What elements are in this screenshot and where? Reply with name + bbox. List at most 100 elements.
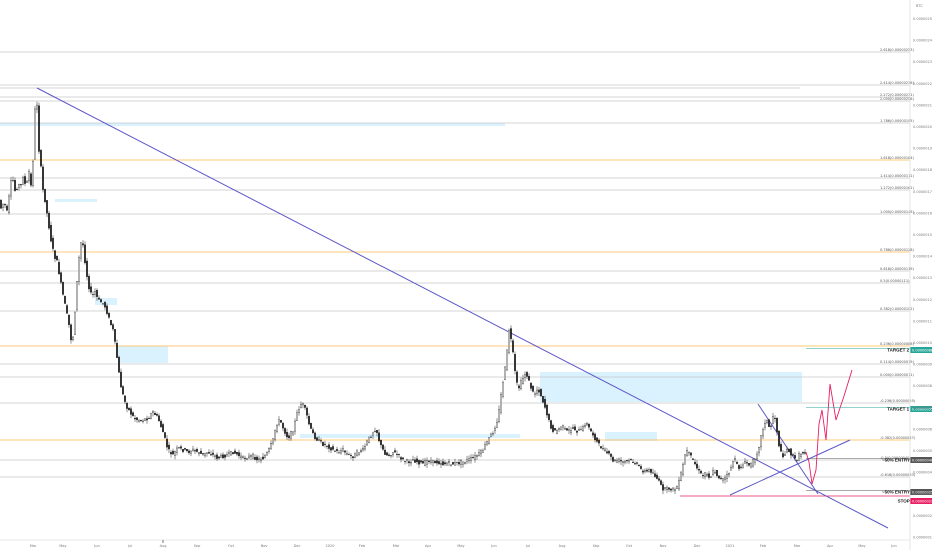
- annotation-label: ~50% ENTRY: [882, 458, 910, 463]
- candle-body: [532, 385, 534, 392]
- candle-body: [158, 415, 160, 422]
- candle-body: [474, 455, 476, 460]
- candle-body: [798, 453, 800, 461]
- candle-body: [698, 469, 700, 471]
- candle-body: [64, 295, 66, 304]
- candle-body: [682, 463, 684, 475]
- candle-body: [238, 452, 240, 457]
- candle-body: [48, 212, 50, 229]
- candle-body: [264, 455, 266, 459]
- candle-body: [536, 389, 538, 395]
- candle-body: [170, 452, 172, 455]
- candle-body: [96, 290, 98, 297]
- candle-body: [228, 452, 230, 454]
- candle-body: [738, 465, 740, 469]
- candle-body: [624, 461, 626, 463]
- time-axis-tick: Oct: [228, 544, 235, 548]
- candle-body: [120, 371, 122, 388]
- candle-body: [768, 419, 770, 427]
- candle-body: [766, 419, 768, 423]
- candle-body: [674, 489, 676, 492]
- candle-body: [110, 320, 112, 326]
- candle-body: [142, 420, 144, 422]
- candle-body: [544, 399, 546, 408]
- candle-body: [658, 478, 660, 481]
- candle-body: [596, 437, 598, 442]
- candle-body: [668, 487, 670, 490]
- candle-body: [454, 462, 456, 466]
- candle-body: [436, 460, 438, 464]
- time-axis-tick: Jul: [525, 544, 530, 548]
- candle-body: [556, 430, 558, 434]
- candle-body: [318, 438, 320, 442]
- candle-body: [516, 371, 518, 383]
- candle-body: [476, 455, 478, 457]
- price-tag-text: 0.00000040: [912, 458, 932, 462]
- candle-body: [168, 444, 170, 450]
- candle-body: [518, 385, 520, 389]
- time-axis-tick: Jul: [127, 544, 132, 548]
- projected-move: [805, 369, 853, 485]
- time-axis[interactable]: Mar May Jun Jul Aug Sep Oct Nov Dec 2020 Feb Mar Apr…: [0, 539, 910, 548]
- candle-body: [244, 457, 246, 459]
- candle-body: [56, 255, 58, 261]
- candle-body: [206, 452, 208, 454]
- candle-body: [214, 455, 216, 457]
- candle-body: [2, 203, 4, 208]
- candle-body: [490, 433, 492, 438]
- candle-body: [272, 438, 274, 444]
- candle-body: [294, 420, 296, 432]
- candle-body: [308, 416, 310, 425]
- candle-body: [586, 423, 588, 426]
- annotation-label: TARGET 1: [887, 407, 909, 412]
- candle-body: [54, 250, 56, 259]
- candle-body: [398, 453, 400, 455]
- candle-body: [70, 324, 72, 341]
- candle-body: [280, 420, 282, 423]
- candle-body: [426, 460, 428, 465]
- candle-body: [588, 423, 590, 428]
- candle-body: [122, 386, 124, 395]
- candle-body: [628, 460, 630, 462]
- candle-body: [252, 453, 254, 459]
- candle-body: [198, 452, 200, 454]
- candle-body: [496, 421, 498, 428]
- fib-level-label: 0.5(0.00000111): [880, 279, 910, 283]
- candle-body: [382, 444, 384, 450]
- candle-body: [92, 294, 94, 296]
- candle-body: [678, 479, 680, 490]
- candle-body: [780, 444, 782, 452]
- candle-body: [684, 454, 686, 465]
- candle-body: [296, 412, 298, 421]
- candle-body: [370, 436, 372, 438]
- candle-body: [770, 425, 772, 427]
- candle-body: [266, 452, 268, 456]
- time-axis-tick: Mar: [794, 544, 801, 548]
- candle-body: [182, 449, 184, 452]
- candle-body: [598, 439, 600, 444]
- candle-body: [368, 436, 370, 443]
- candle-body: [26, 181, 28, 183]
- candle-body: [664, 487, 666, 489]
- candle-body: [290, 431, 292, 439]
- candle-body: [12, 180, 14, 182]
- fib-level-label: -0.618(0.00000033): [880, 473, 916, 477]
- candle-body: [472, 457, 474, 459]
- candle-body: [44, 188, 46, 203]
- candle-body: [98, 297, 100, 300]
- candle-body: [802, 452, 804, 454]
- candle-body: [422, 461, 424, 464]
- candle-body: [638, 465, 640, 467]
- candle-body: [314, 432, 316, 439]
- candle-body: [350, 454, 352, 456]
- candle-body: [480, 449, 482, 455]
- candle-body: [364, 445, 366, 450]
- fib-level-label: -0.236(0.00000055): [880, 399, 916, 403]
